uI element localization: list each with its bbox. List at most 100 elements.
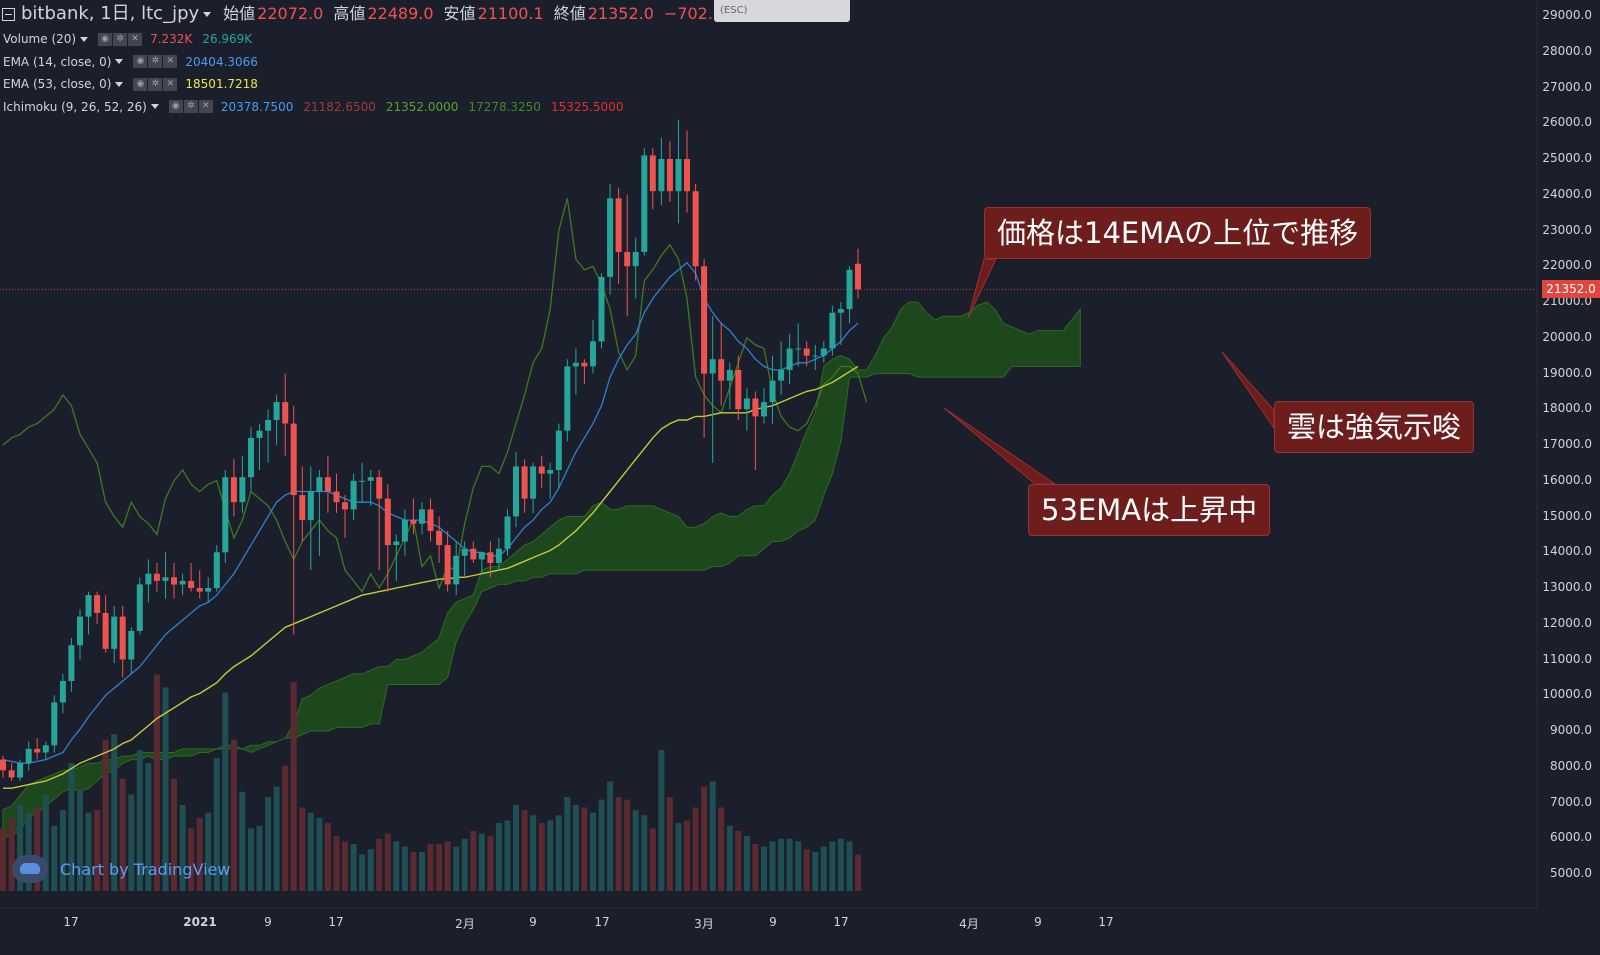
candle-body <box>812 355 819 357</box>
volume-bar <box>128 794 135 891</box>
candle-body <box>735 369 742 410</box>
price-tick-label: 7000.0 <box>1550 795 1592 809</box>
volume-bar <box>504 820 511 891</box>
candle-body <box>598 277 605 342</box>
tradingview-watermark[interactable]: Chart by TradingView <box>12 855 230 883</box>
price-tick-label: 13000.0 <box>1542 580 1592 594</box>
volume-legend-label[interactable]: Volume (20) <box>3 32 77 47</box>
chevron-down-icon[interactable] <box>203 11 212 17</box>
eye-icon[interactable]: ◉ <box>133 55 148 69</box>
eye-icon[interactable]: ◉ <box>98 32 113 46</box>
volume-bar <box>743 836 750 891</box>
candle-body <box>829 312 836 349</box>
eye-icon[interactable]: ◉ <box>133 77 148 91</box>
candle-body <box>230 477 237 503</box>
candle-body <box>521 466 528 499</box>
volume-bar <box>196 817 203 891</box>
volume-bar <box>333 836 340 891</box>
candle-body <box>17 763 24 778</box>
candle-body <box>376 477 383 499</box>
volume-bar <box>769 841 776 891</box>
collapse-legend-icon[interactable] <box>2 7 15 21</box>
volume-bar <box>590 812 596 891</box>
low-value: 21100.1 <box>477 4 544 23</box>
ema53-value: 18501.7218 <box>185 77 258 92</box>
candle-body <box>453 555 460 585</box>
volume-bar <box>256 825 263 892</box>
candle-body <box>153 573 160 581</box>
ichimoku-legend-label[interactable]: Ichimoku (9, 26, 52, 26) <box>3 99 147 114</box>
volume-bar <box>752 844 759 891</box>
candle-body <box>718 359 725 381</box>
close-icon[interactable]: ✕ <box>163 55 178 69</box>
time-tick-label: 4月 <box>959 917 979 931</box>
volume-bar <box>530 815 537 891</box>
fullscreen-exit-tooltip[interactable]: (ESC) <box>714 0 850 22</box>
volume-bar <box>461 838 468 891</box>
candle-body <box>478 552 485 560</box>
time-tick-label: 9 <box>264 915 272 929</box>
gear-icon[interactable]: ✲ <box>183 100 198 114</box>
ema53-legend-label[interactable]: EMA (53, close, 0) <box>3 77 112 92</box>
volume-bar <box>718 807 725 891</box>
price-callout-pointer <box>967 258 997 319</box>
close-icon[interactable]: ✕ <box>163 77 178 91</box>
volume-bar <box>692 807 699 891</box>
chevron-down-icon[interactable] <box>150 104 159 110</box>
eye-icon[interactable]: ◉ <box>168 100 183 114</box>
chevron-down-icon[interactable] <box>115 81 124 87</box>
volume-bar <box>0 828 6 891</box>
volume-bar <box>709 781 716 891</box>
callout-cloud-bullish: 雲は強気示唆 <box>1274 401 1475 453</box>
price-tick-label: 15000.0 <box>1542 509 1592 523</box>
gear-icon[interactable]: ✲ <box>148 55 163 69</box>
volume-bar <box>495 823 502 891</box>
candle-body <box>726 369 733 381</box>
candle-body <box>119 616 126 660</box>
volume-legend-row: Volume (20) ◉ ✲ ✕ 7.232K 26.969K <box>0 28 758 51</box>
candle-body <box>427 509 434 531</box>
volume-bars <box>0 674 861 892</box>
candle-body <box>820 348 827 356</box>
chevron-down-icon[interactable] <box>115 59 124 65</box>
volume-bar <box>119 778 126 891</box>
callout-price-above-ema14: 価格は14EMAの上位で推移 <box>984 207 1372 259</box>
time-tick-label: 17 <box>594 915 610 929</box>
candle-body <box>401 520 408 542</box>
volume-bar <box>855 854 861 891</box>
candle-body <box>564 366 571 431</box>
ichimoku-base-value: 21182.6500 <box>303 99 376 114</box>
legend-panel: bitbank, 1日, ltc_jpy 始値 22072.0 高値 22489… <box>0 0 758 118</box>
candle-body <box>803 348 810 356</box>
gear-icon[interactable]: ✲ <box>148 77 163 91</box>
candle-body <box>530 466 537 499</box>
candle-body <box>410 520 417 524</box>
candle-body <box>290 423 297 496</box>
chevron-down-icon[interactable] <box>80 36 89 42</box>
candle-body <box>188 580 195 588</box>
candle-body <box>222 477 229 553</box>
close-icon[interactable]: ✕ <box>128 32 143 46</box>
volume-bar <box>359 854 366 891</box>
volume-bar <box>85 812 92 891</box>
symbol-label[interactable]: bitbank, 1日, ltc_jpy <box>21 3 200 24</box>
candle-body <box>624 251 631 267</box>
cloud-area <box>2 301 1081 840</box>
candle-body <box>333 491 340 503</box>
volume-bar <box>444 841 451 891</box>
volume-bar <box>564 797 571 891</box>
price-tick-label: 5000.0 <box>1550 866 1592 880</box>
candle-body <box>513 466 519 517</box>
ema53-callout-pointer <box>943 407 1057 485</box>
gear-icon[interactable]: ✲ <box>113 32 128 46</box>
volume-bar <box>213 757 220 891</box>
ema14-legend-label[interactable]: EMA (14, close, 0) <box>3 54 112 69</box>
candle-body <box>752 398 759 417</box>
volume-bar <box>632 810 639 891</box>
candle-body <box>632 251 639 267</box>
volume-bar <box>265 797 272 891</box>
candle-body <box>692 191 699 267</box>
close-icon[interactable]: ✕ <box>198 100 213 114</box>
candle-body <box>265 420 272 431</box>
